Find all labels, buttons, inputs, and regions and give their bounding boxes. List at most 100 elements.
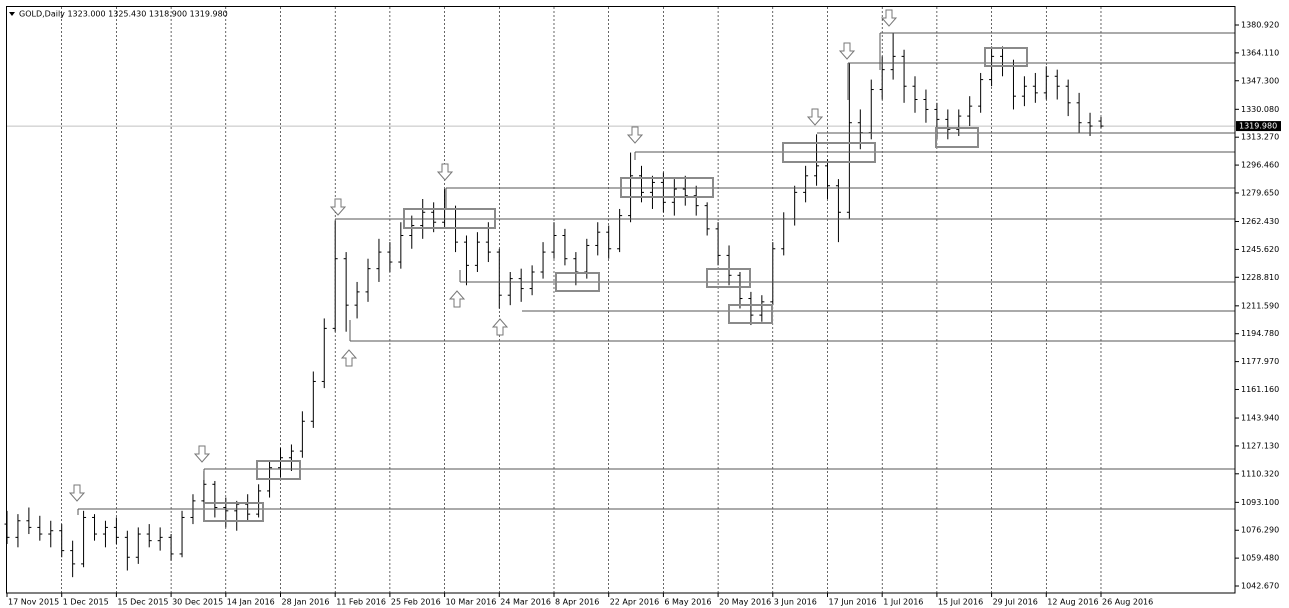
down-arrow (838, 42, 856, 60)
ohlc-bar (332, 220, 338, 332)
y-tick-label: 1262.430 (1241, 217, 1279, 226)
y-tick-label: 1110.320 (1241, 469, 1279, 478)
down-arrow (329, 198, 347, 216)
ohlc-bar (1021, 76, 1027, 107)
ohlc-bar (321, 318, 327, 389)
x-tick-label: 14 Jan 2016 (227, 598, 275, 607)
ohlc-bar (507, 271, 513, 306)
ohlc-bar (846, 63, 852, 219)
up-arrow (448, 290, 466, 308)
ohlc-bar (901, 49, 907, 103)
ohlc-bar (660, 172, 666, 213)
plot-frame (6, 6, 1236, 594)
ohlc-bar (212, 480, 218, 518)
y-tick-label: 1161.160 (1241, 385, 1279, 394)
x-tick-label: 1 Jul 2016 (883, 598, 923, 607)
down-arrow (436, 163, 454, 181)
range-box (203, 502, 264, 522)
ohlc-bar (573, 252, 579, 286)
y-tick-label: 1279.650 (1241, 188, 1279, 197)
ohlc-bar (288, 444, 294, 472)
x-tick-label: 20 May 2016 (719, 598, 771, 607)
ohlc-bar (365, 258, 371, 302)
ohlc-bar (1065, 79, 1071, 117)
ohlc-bar (518, 268, 524, 302)
y-tick-label: 1380.920 (1241, 20, 1279, 29)
x-tick-label: 17 Nov 2015 (8, 598, 59, 607)
ohlc-bar (540, 242, 546, 279)
ohlc-bar (409, 215, 415, 249)
range-box (706, 268, 751, 288)
x-tick-label: 10 Mar 2016 (446, 598, 497, 607)
ohlc-bar (726, 245, 732, 286)
ohlc-bar (496, 248, 502, 309)
ohlc-bar (1043, 66, 1049, 100)
ohlc-bar (890, 33, 896, 80)
ohlc-bar (70, 540, 76, 578)
x-tick-label: 15 Dec 2015 (117, 598, 168, 607)
x-tick-label: 25 Feb 2016 (391, 598, 441, 607)
range-box (403, 208, 496, 229)
y-tick-label: 1093.100 (1241, 498, 1279, 507)
ohlc-bar (1087, 112, 1093, 136)
ohlc-bar (759, 295, 765, 322)
x-tick-label: 1 Dec 2015 (63, 598, 109, 607)
range-box (555, 272, 600, 292)
ohlc-bar (59, 524, 65, 558)
y-tick-label: 1313.270 (1241, 133, 1279, 142)
y-tick-label: 1211.590 (1241, 301, 1279, 310)
ohlc-bar (945, 109, 951, 140)
ohlc-bar (912, 76, 918, 113)
x-tick-label: 3 Jun 2016 (774, 598, 817, 607)
ohlc-bar (81, 510, 87, 568)
ohlc-bar (26, 507, 32, 535)
x-tick-label: 12 Aug 2016 (1047, 598, 1098, 607)
up-arrow (491, 318, 509, 336)
up-arrow (340, 349, 358, 367)
ohlc-bar (474, 232, 480, 272)
x-tick-label: 29 Jul 2016 (993, 598, 1038, 607)
x-tick-label: 6 May 2016 (664, 598, 711, 607)
y-tick-label: 1330.080 (1241, 105, 1279, 114)
y-tick-label: 1228.810 (1241, 273, 1279, 282)
range-box (782, 142, 876, 163)
y-tick-label: 1296.460 (1241, 161, 1279, 170)
ohlc-bar (551, 222, 557, 259)
ohlc-bar (628, 152, 634, 223)
ohlc-bar (92, 514, 98, 541)
ohlc-bar (343, 252, 349, 332)
ohlc-bar (463, 235, 469, 286)
ohlc-bar (179, 510, 185, 558)
ohlc-bar (682, 175, 688, 206)
y-tick-label: 1076.290 (1241, 526, 1279, 535)
range-box (728, 304, 773, 324)
x-tick-label: 24 Mar 2016 (500, 598, 551, 607)
ohlc-bar (376, 238, 382, 282)
ohlc-bar (693, 185, 699, 216)
ohlc-bar (967, 96, 973, 127)
menu-triangle (9, 12, 15, 16)
ohlc-bar (529, 265, 535, 296)
ohlc-bar (234, 500, 240, 531)
ohlc-bar (310, 371, 316, 428)
x-tick-label: 11 Feb 2016 (336, 598, 386, 607)
y-tick-label: 1059.480 (1241, 554, 1279, 563)
x-tick-label: 26 Aug 2016 (1102, 598, 1153, 607)
range-box (984, 47, 1028, 67)
ohlc-bar (256, 484, 262, 518)
y-tick-label: 1364.110 (1241, 48, 1279, 57)
ohlc-bar (824, 159, 830, 200)
level-lines (77, 32, 1235, 515)
ohlc-bar (245, 494, 251, 521)
down-arrow (806, 108, 824, 126)
ohlc-bar (168, 534, 174, 561)
ohlc-bar (1076, 92, 1082, 133)
ohlc-bar (398, 222, 404, 269)
ohlc-bar (978, 72, 984, 113)
ohlc-bar (113, 517, 119, 544)
ohlc-bar (562, 228, 568, 266)
y-tick-label: 1127.130 (1241, 441, 1279, 450)
ohlc-bar (157, 527, 163, 551)
x-tick-label: 22 Apr 2016 (610, 598, 659, 607)
